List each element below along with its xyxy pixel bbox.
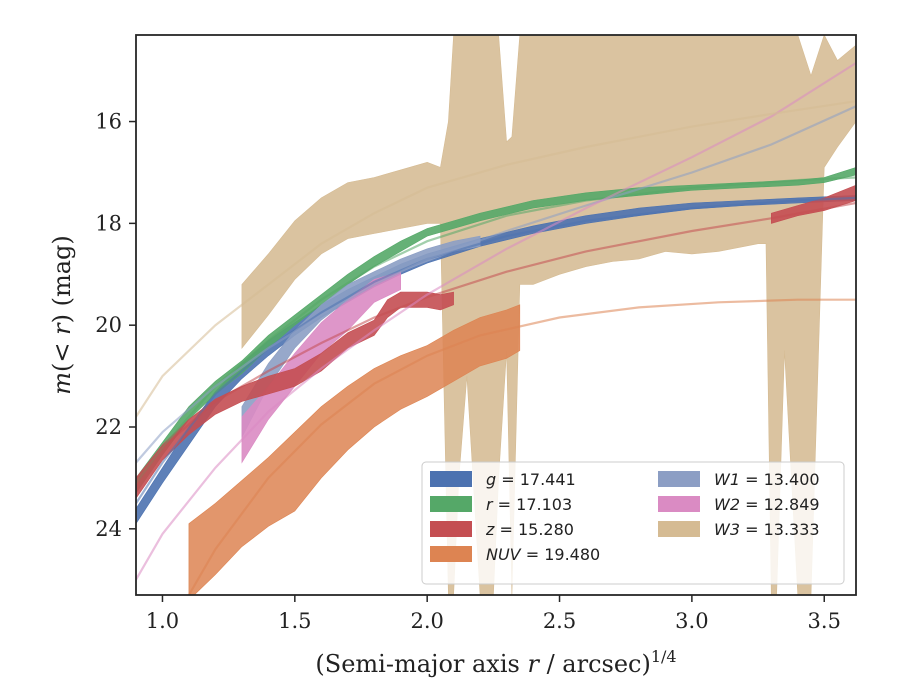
model-line-w1 xyxy=(136,105,856,464)
legend-label-g: g = 17.441 xyxy=(486,470,576,489)
x-tick-label: 2.5 xyxy=(543,609,576,633)
x-tick-label: 2.0 xyxy=(410,609,443,633)
legend-label-r: r = 17.103 xyxy=(486,495,572,514)
legend-label-w1: W1 = 13.400 xyxy=(714,470,820,489)
legend-box xyxy=(421,461,845,585)
band-nuv xyxy=(188,304,521,595)
y-tick-label: 24 xyxy=(95,517,122,541)
y-tick-label: 16 xyxy=(95,110,122,134)
x-tick-label: 3.0 xyxy=(675,609,708,633)
legend-swatch-w1 xyxy=(658,471,700,487)
x-axis-label: (Semi-major axis r / arcsec)1/4 xyxy=(315,647,676,678)
legend-swatch-w2 xyxy=(658,496,700,512)
y-tick-label: 18 xyxy=(95,211,122,235)
y-tick-label: 22 xyxy=(95,415,122,439)
legend-label-w3: W3 = 13.333 xyxy=(714,520,820,539)
model-line-layer xyxy=(136,62,856,595)
y-tick-label: 20 xyxy=(95,313,122,337)
legend-swatch-z xyxy=(430,521,472,537)
band-w1 xyxy=(241,235,481,438)
y-axis-label: m(< r) (mag) xyxy=(48,235,76,395)
legend-swatch-g xyxy=(430,471,472,487)
y-axis-label-close: ) (mag) xyxy=(48,235,76,323)
model-line-w3 xyxy=(136,100,856,418)
legend-label-w2: W2 = 12.849 xyxy=(714,495,820,514)
model-line-g xyxy=(136,196,856,504)
y-axis-label-r: r xyxy=(48,322,76,335)
model-line-r xyxy=(136,176,856,484)
model-line-nuv xyxy=(187,298,856,595)
x-axis-label-main: (Semi-major axis xyxy=(315,650,527,678)
legend: g = 17.441 r = 17.103 z = 15.280 NUV = 19.4… xyxy=(421,461,845,585)
x-tick-label: 3.5 xyxy=(808,609,841,633)
legend-label-z: z = 15.280 xyxy=(485,520,574,539)
plot-frame xyxy=(135,34,857,596)
model-line-w2 xyxy=(136,62,856,581)
x-axis: 1.0 1.5 2.0 2.5 3.0 3.5 xyxy=(146,595,841,633)
legend-swatch-r xyxy=(430,496,472,512)
legend-label-nuv: NUV = 19.480 xyxy=(486,545,600,564)
x-axis-label-superscript: 1/4 xyxy=(651,647,677,666)
legend-swatch-nuv xyxy=(430,546,472,562)
x-axis-label-variable: r xyxy=(527,650,540,678)
y-axis: 16 18 20 22 24 xyxy=(95,110,136,541)
x-axis-label-rest: / arcsec) xyxy=(539,650,651,678)
model-line-z xyxy=(136,201,856,484)
x-tick-label: 1.0 xyxy=(146,609,179,633)
y-axis-label-open: (< xyxy=(48,335,76,372)
legend-swatch-w3 xyxy=(658,521,700,537)
y-axis-label-m: m xyxy=(48,372,76,395)
x-tick-label: 1.5 xyxy=(278,609,311,633)
band-w3 xyxy=(241,35,856,595)
